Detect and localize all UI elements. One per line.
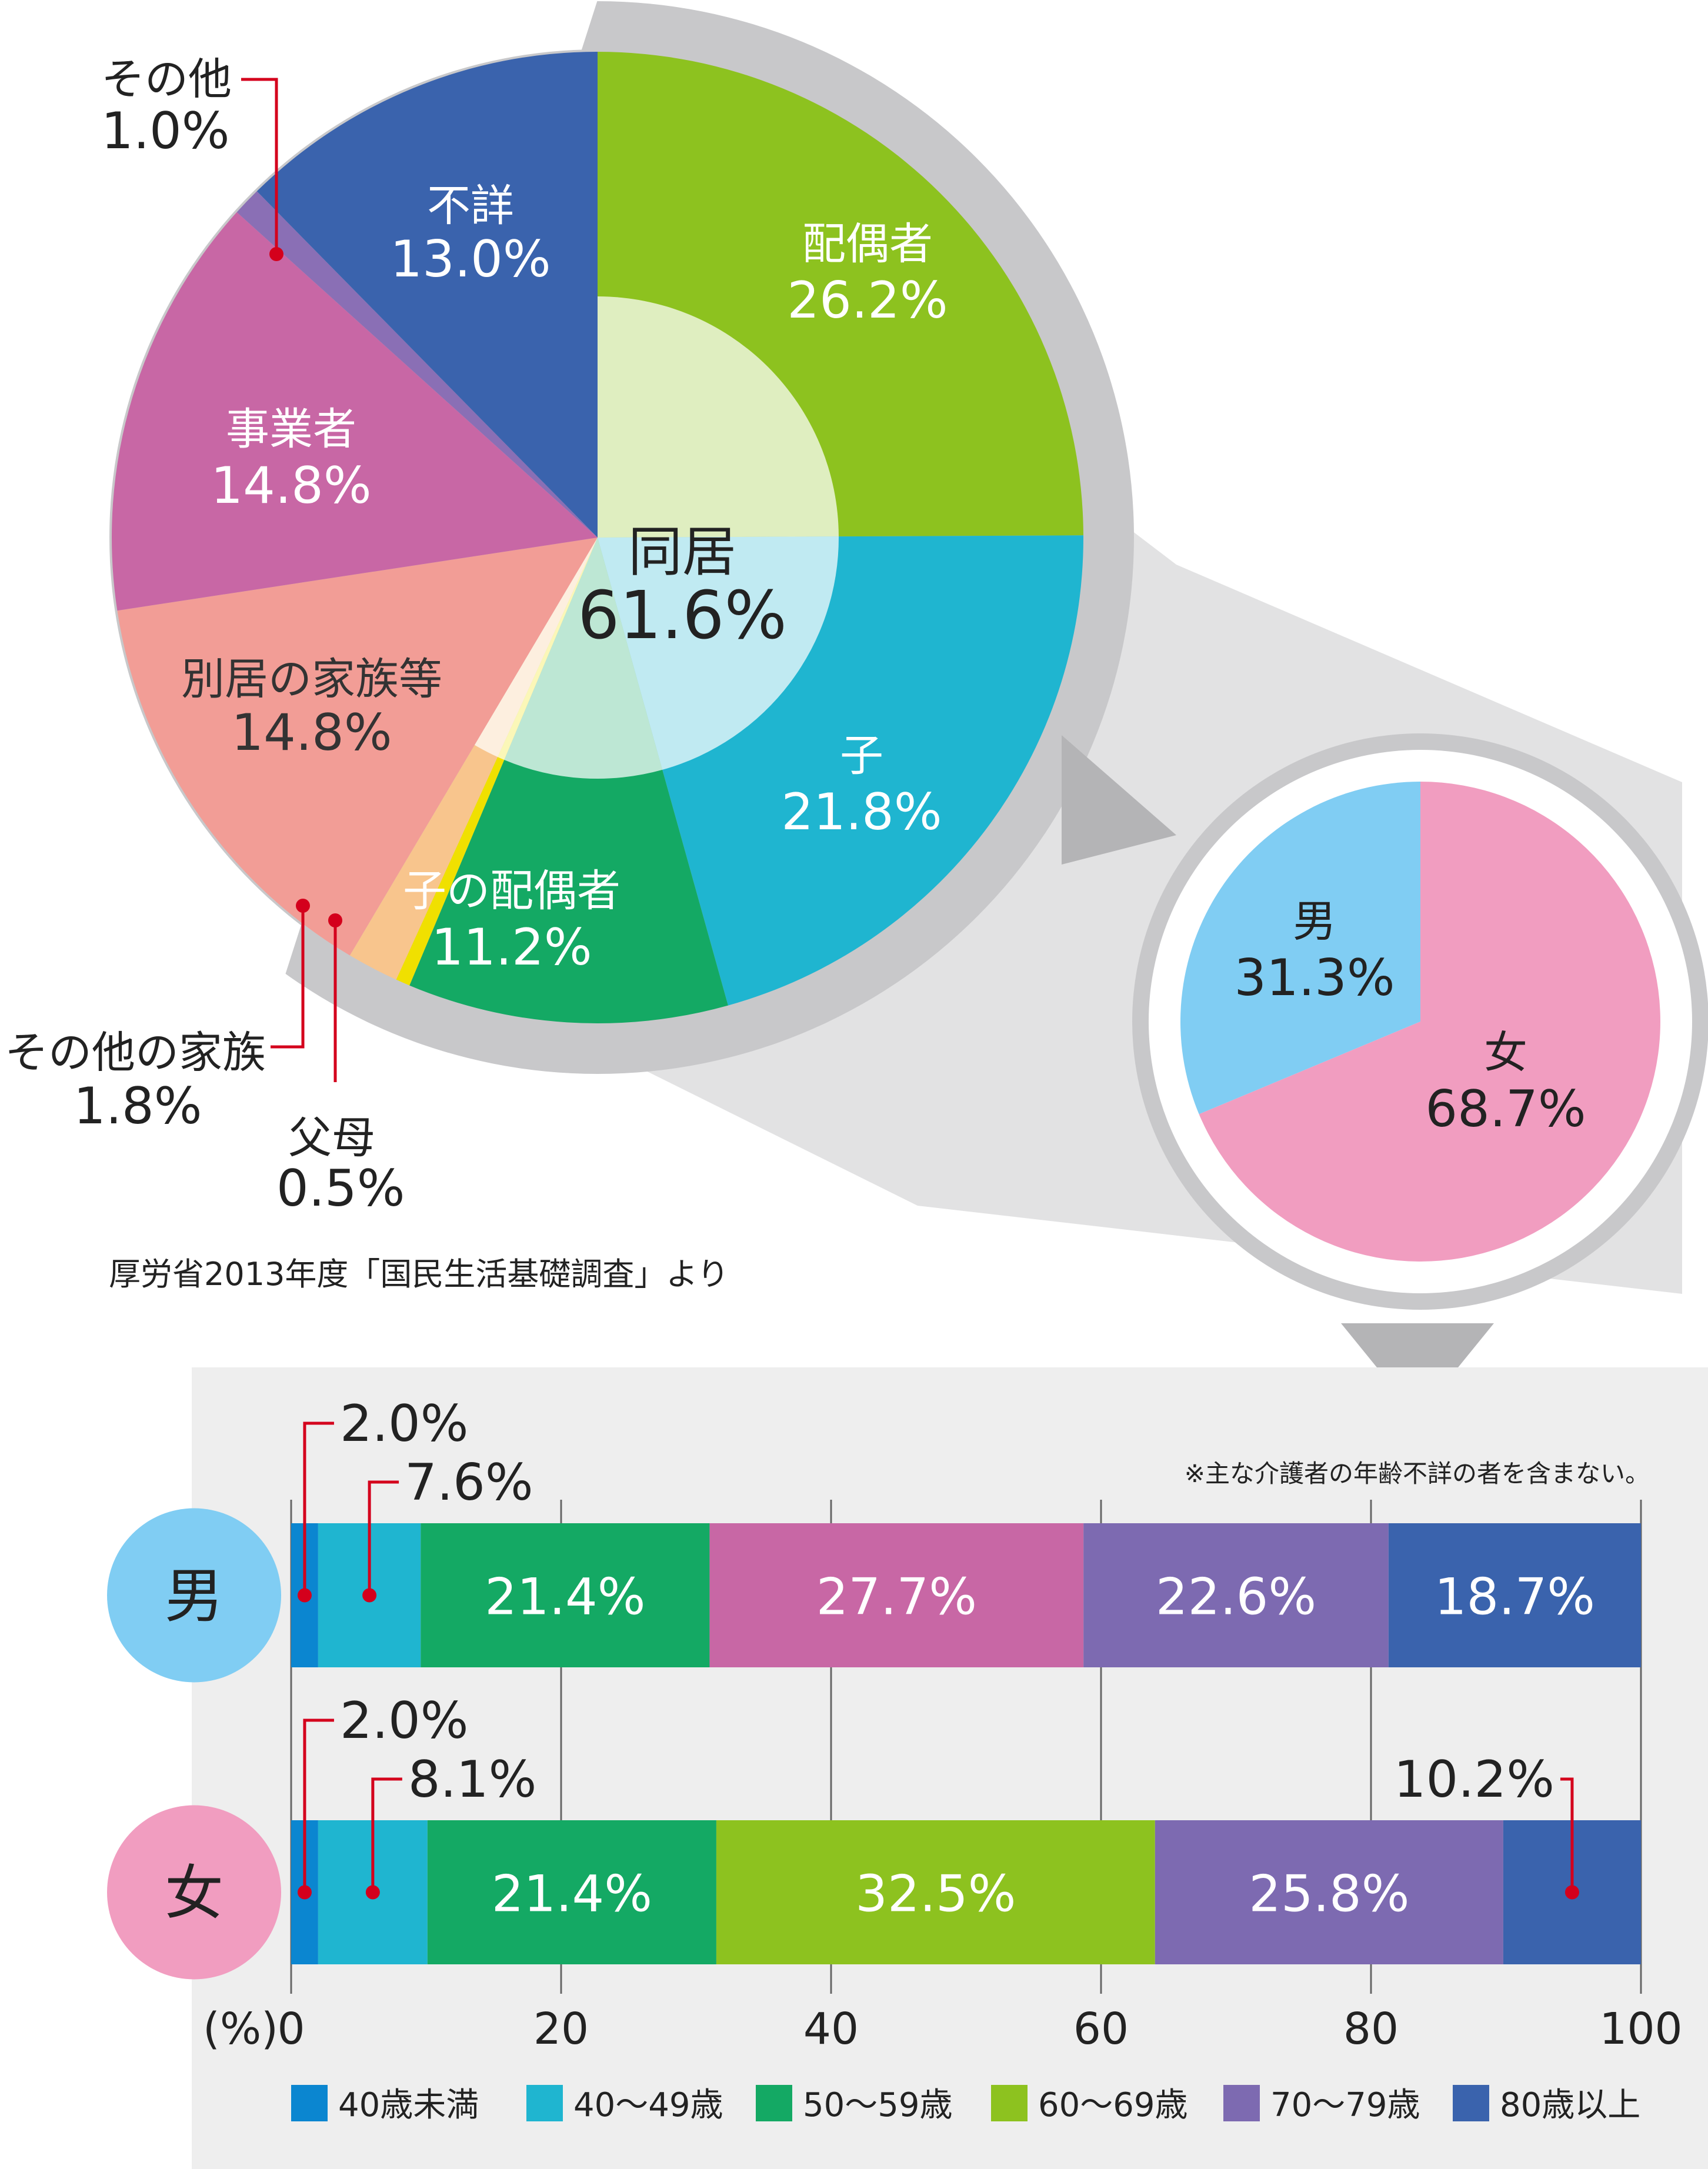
bar-callout-label-0-0: 2.0% bbox=[340, 1394, 469, 1453]
slice-value-unknown: 13.0% bbox=[390, 230, 551, 289]
slice-label-child-spouse: 子の配偶者 bbox=[403, 866, 621, 916]
slice-label-provider: 事業者 bbox=[226, 404, 356, 455]
bar-callout-label-0-1: 7.6% bbox=[405, 1453, 533, 1512]
main-pie-slice-8 bbox=[256, 52, 598, 538]
callout-label-parents: 父母 bbox=[288, 1113, 375, 1163]
legend-swatch-0 bbox=[291, 2085, 328, 2121]
callout-label-other: その他 bbox=[101, 54, 232, 105]
legend-label-3: 60〜69歳 bbox=[1038, 2086, 1188, 2124]
slice-value-separate-family: 14.8% bbox=[231, 703, 392, 762]
gender-pie bbox=[1180, 782, 1661, 1262]
tick-label-4: 80 bbox=[1343, 2004, 1399, 2054]
tick-label-1: 20 bbox=[533, 2004, 589, 2054]
bar-callout-dot-1-0 bbox=[297, 1885, 312, 1900]
category-badge-0 bbox=[107, 1508, 281, 1683]
gender-value-male: 31.3% bbox=[1234, 949, 1395, 1007]
bar-segment-1-3 bbox=[716, 1820, 1155, 1964]
main-pie-slice-5 bbox=[117, 538, 598, 956]
bar-callout-dot-0-1 bbox=[362, 1588, 377, 1603]
legend-label-2: 50〜59歳 bbox=[803, 2086, 953, 2124]
slice-label-child: 子 bbox=[840, 730, 883, 781]
category-label-0: 男 bbox=[165, 1562, 223, 1631]
gender-pie-slice-1 bbox=[1180, 782, 1420, 1114]
bar-callout-line-1-5 bbox=[1560, 1777, 1574, 1893]
inner-slice-1 bbox=[598, 536, 839, 770]
gender-value-female: 68.7% bbox=[1425, 1080, 1586, 1139]
slice-label-spouse: 配偶者 bbox=[802, 219, 933, 269]
slice-value-child: 21.8% bbox=[781, 783, 942, 842]
bar-callout-label-1-0: 2.0% bbox=[340, 1691, 469, 1750]
bar-label-0-6: 18.7% bbox=[1435, 1568, 1595, 1627]
age-panel bbox=[192, 1367, 1708, 2169]
main-pie-slice-2 bbox=[409, 538, 728, 1023]
bar-callout-dot-0-0 bbox=[297, 1588, 312, 1603]
legend: 40歳未満 40〜49歳 50〜59歳 60〜69歳 70〜79歳 80歳以上 bbox=[291, 2085, 1640, 2124]
slice-value-provider: 14.8% bbox=[211, 456, 371, 515]
legend-label-0: 40歳未満 bbox=[338, 2086, 479, 2124]
bar-label-1-3: 32.5% bbox=[855, 1865, 1016, 1924]
center-value: 61.6% bbox=[578, 578, 787, 654]
bar-segment-0-2 bbox=[421, 1523, 710, 1667]
callout-value-parents: 0.5% bbox=[276, 1159, 405, 1218]
tick-label-2: 40 bbox=[803, 2004, 859, 2054]
bar-rows: 男2.0%7.6%21.4% 27.7% 22.6% 18.7%女2.0%8.1%21… bbox=[107, 1394, 1641, 1980]
main-pie-slice-7 bbox=[236, 191, 598, 538]
legend-swatch-1 bbox=[526, 2085, 563, 2121]
bar-segment-0-5 bbox=[1083, 1523, 1389, 1667]
cohabiting-inner-circle bbox=[474, 296, 839, 779]
axis-unit: (%) bbox=[203, 2004, 278, 2054]
x-axis-ticks: 0 20 40 60 80 100 bbox=[277, 2004, 1682, 2054]
bar-callout-dot-1-5 bbox=[1564, 1885, 1579, 1900]
bar-callout-label-1-1: 8.1% bbox=[408, 1750, 537, 1809]
callout-label-other-family: その他の家族 bbox=[5, 1027, 266, 1078]
legend-swatch-3 bbox=[991, 2085, 1028, 2121]
bar-label-0-2: 21.4% bbox=[485, 1568, 645, 1627]
panel-note: ※主な介護者の年齢不詳の者を含まない。 bbox=[1185, 1459, 1650, 1488]
bar-callout-line-0-0 bbox=[303, 1421, 334, 1596]
legend-label-1: 40〜49歳 bbox=[573, 2086, 723, 2124]
callout-value-other: 1.0% bbox=[101, 102, 230, 161]
inner-slice-2 bbox=[504, 538, 663, 779]
category-label-1: 女 bbox=[165, 1859, 223, 1928]
slice-value-spouse: 26.2% bbox=[787, 271, 948, 330]
slice-label-separate-family: 別居の家族等 bbox=[181, 654, 442, 705]
bar-callout-line-1-1 bbox=[371, 1777, 402, 1893]
inner-slice-0 bbox=[598, 296, 839, 538]
main-pie-slice-6 bbox=[111, 212, 598, 611]
bar-segment-0-3 bbox=[709, 1523, 1084, 1667]
bar-label-1-2: 21.4% bbox=[492, 1865, 652, 1924]
tick-label-3: 60 bbox=[1073, 2004, 1129, 2054]
bar-segment-1-4 bbox=[1155, 1820, 1503, 1964]
bar-segment-1-2 bbox=[427, 1820, 716, 1964]
category-badge-1 bbox=[107, 1805, 281, 1980]
bar-callout-line-1-0 bbox=[303, 1718, 334, 1893]
tick-label-0: 0 bbox=[277, 2004, 305, 2054]
slice-value-child-spouse: 11.2% bbox=[431, 918, 592, 977]
source-note: 厚労省2013年度「国民生活基礎調査」より bbox=[109, 1256, 729, 1293]
bar-callout-line-0-1 bbox=[368, 1480, 399, 1596]
bar-segment-0-6 bbox=[1388, 1523, 1641, 1667]
legend-label-5: 80歳以上 bbox=[1500, 2086, 1640, 2124]
legend-swatch-4 bbox=[1223, 2085, 1260, 2121]
arrow-right bbox=[1062, 735, 1176, 865]
bar-label-1-4: 25.8% bbox=[1249, 1865, 1409, 1924]
legend-label-4: 70〜79歳 bbox=[1270, 2086, 1420, 2124]
gender-label-female: 女 bbox=[1484, 1027, 1527, 1078]
inner-slice-3 bbox=[498, 538, 598, 760]
bar-callout-label-1-5: 10.2% bbox=[1394, 1750, 1554, 1809]
slice-label-unknown: 不詳 bbox=[427, 181, 514, 231]
bar-label-0-3: 27.7% bbox=[816, 1568, 977, 1627]
inner-slice-4 bbox=[474, 538, 598, 758]
bar-label-0-5: 22.6% bbox=[1156, 1568, 1316, 1627]
callout-value-other-family: 1.8% bbox=[74, 1077, 202, 1136]
legend-swatch-5 bbox=[1453, 2085, 1489, 2121]
gender-label-male: 男 bbox=[1293, 896, 1336, 947]
tick-label-5: 100 bbox=[1599, 2004, 1682, 2054]
center-label: 同居 bbox=[628, 520, 736, 583]
bar-callout-dot-1-1 bbox=[365, 1885, 380, 1900]
legend-swatch-2 bbox=[756, 2085, 792, 2121]
gender-pie-slice-0 bbox=[1199, 782, 1661, 1262]
